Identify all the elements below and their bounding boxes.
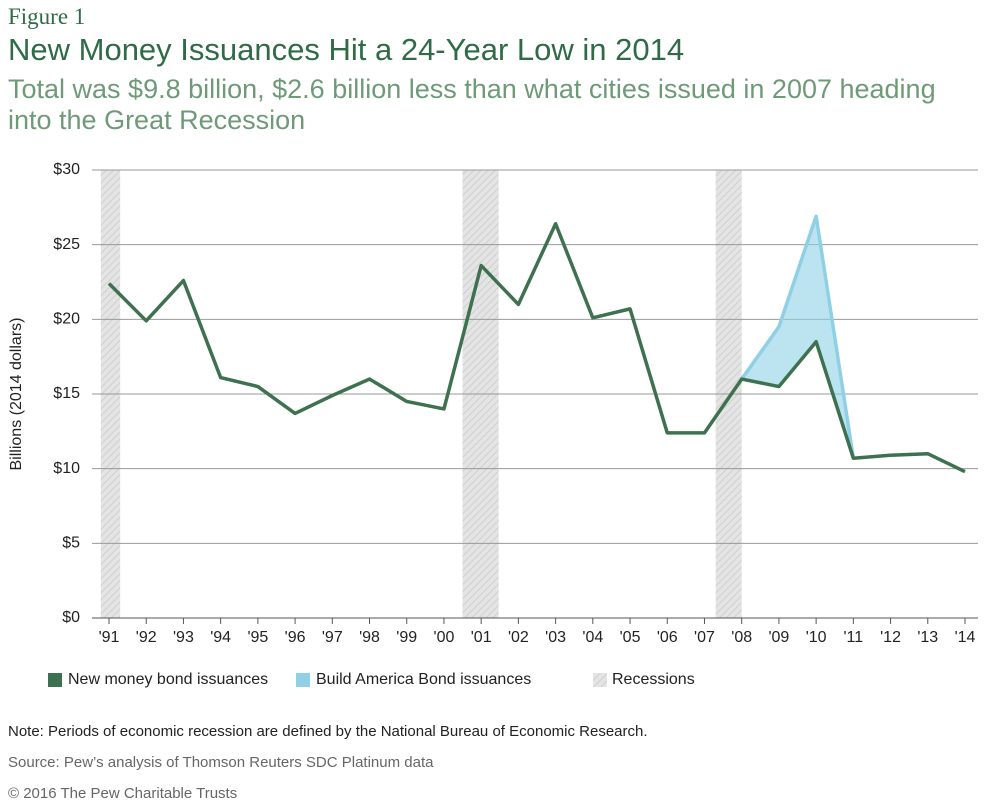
x-tick-label: '94 [210, 629, 231, 646]
stacked-area [741, 216, 854, 459]
x-tick-label: '04 [582, 629, 603, 646]
x-tick-label: '05 [620, 629, 641, 646]
legend-label: Build America Bond issuances [316, 671, 531, 688]
y-tick-label: $30 [53, 161, 80, 178]
x-tick-label: '97 [322, 629, 343, 646]
x-tick-label: '00 [434, 629, 455, 646]
y-tick-label: $10 [53, 460, 80, 477]
source: Source: Pew’s analysis of Thomson Reuter… [8, 754, 434, 771]
legend-swatch [48, 673, 62, 687]
x-tick-label: '93 [173, 629, 194, 646]
legend-swatch [593, 673, 607, 687]
chart-subtitle: Total was $9.8 billion, $2.6 billion les… [8, 74, 936, 135]
note: Note: Periods of economic recession are … [8, 723, 648, 740]
y-axis-label: Billions (2014 dollars) [8, 318, 25, 471]
x-tick-label: '95 [247, 629, 268, 646]
x-tick-label: '98 [359, 629, 380, 646]
chart-title: New Money Issuances Hit a 24-Year Low in… [8, 32, 685, 67]
x-tick-label: '14 [955, 629, 976, 646]
x-tick-label: '13 [917, 629, 938, 646]
y-tick-label: $15 [53, 385, 80, 402]
y-tick-label: $25 [53, 236, 80, 253]
stacked-line [740, 214, 856, 459]
x-tick-label: '10 [806, 629, 827, 646]
x-tick-label: '92 [136, 629, 157, 646]
x-tick-label: '07 [694, 629, 715, 646]
y-tick-label: $20 [53, 311, 80, 328]
x-tick-label: '06 [657, 629, 678, 646]
x-tick-label: '99 [396, 629, 417, 646]
x-tick-label: '91 [99, 629, 120, 646]
x-tick-label: '02 [508, 629, 529, 646]
y-tick-label: $0 [62, 609, 80, 626]
legend-label: Recessions [612, 671, 695, 688]
legend-swatch [296, 673, 310, 687]
x-tick-label: '12 [880, 629, 901, 646]
x-tick-label: '96 [285, 629, 306, 646]
copyright: © 2016 The Pew Charitable Trusts [8, 785, 238, 802]
series-line [107, 222, 966, 474]
x-tick-label: '09 [768, 629, 789, 646]
x-tick-label: '11 [844, 629, 864, 646]
x-tick-label: '03 [545, 629, 566, 646]
x-tick-label: '08 [731, 629, 752, 646]
legend-label: New money bond issuances [68, 671, 268, 688]
figure-label: Figure 1 [8, 4, 86, 29]
y-tick-label: $5 [62, 535, 80, 552]
x-tick-label: '01 [471, 629, 492, 646]
